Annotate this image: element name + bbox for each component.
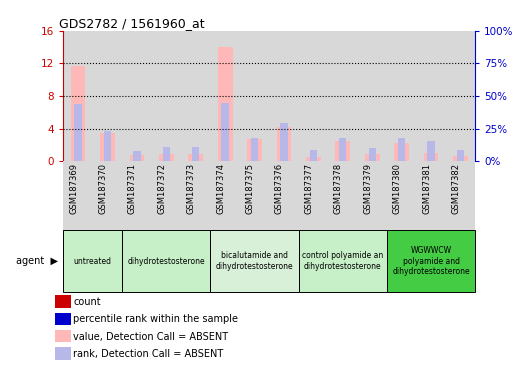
Bar [446,161,475,230]
Bar [122,161,152,230]
Bar [306,157,321,161]
Text: untreated: untreated [74,257,112,266]
Bar [446,31,475,161]
Bar [93,31,122,161]
Bar [129,155,144,161]
Bar [159,154,174,161]
Bar [369,148,376,161]
Bar [269,161,299,230]
Bar [277,127,291,161]
Bar [152,161,181,230]
Bar [357,161,387,230]
Bar [299,161,328,230]
Bar [211,161,240,230]
Bar [387,161,417,230]
Bar [398,138,406,161]
Text: value, Detection Call = ABSENT: value, Detection Call = ABSENT [73,332,229,342]
Text: GDS2782 / 1561960_at: GDS2782 / 1561960_at [59,17,205,30]
Text: GSM187369: GSM187369 [69,163,78,214]
Bar [63,230,122,292]
Bar [100,133,115,161]
Bar [63,161,93,230]
Bar [55,295,71,308]
Bar [218,47,232,161]
Text: bicalutamide and
dihydrotestosterone: bicalutamide and dihydrotestosterone [216,252,294,271]
Text: GSM187371: GSM187371 [128,163,137,214]
Text: WGWWCW
polyamide and
dihydrotestosterone: WGWWCW polyamide and dihydrotestosterone [392,246,470,276]
Bar [55,313,71,325]
Text: control polyamide an
dihydrotestosterone: control polyamide an dihydrotestosterone [302,252,383,271]
Bar [427,141,435,161]
Bar [55,347,71,359]
Bar [299,31,328,161]
Bar [339,137,346,161]
Bar [394,142,409,161]
Bar [240,31,269,161]
Bar [93,161,122,230]
Text: agent  ▶: agent ▶ [16,256,58,266]
Text: count: count [73,297,101,307]
Bar [251,137,258,161]
Text: GSM187381: GSM187381 [422,163,431,214]
Text: GSM187372: GSM187372 [157,163,166,214]
Bar [63,31,93,161]
Text: GSM187373: GSM187373 [187,163,196,214]
Bar [74,104,82,161]
Text: GSM187378: GSM187378 [334,163,343,214]
Text: dihydrotestosterone: dihydrotestosterone [127,257,205,266]
Text: GSM187380: GSM187380 [393,163,402,214]
Text: GSM187382: GSM187382 [451,163,460,214]
Bar [181,161,211,230]
Bar [387,31,417,161]
Bar [417,31,446,161]
Bar [335,141,350,161]
Bar [211,230,299,292]
Bar [417,161,446,230]
Text: GSM187374: GSM187374 [216,163,225,214]
Bar [247,139,262,161]
Bar [122,31,152,161]
Text: percentile rank within the sample: percentile rank within the sample [73,314,239,324]
Bar [192,147,200,161]
Bar [188,154,203,161]
Bar [55,330,71,342]
Bar [269,31,299,161]
Bar [104,131,111,161]
Bar [423,153,438,161]
Bar [181,31,211,161]
Bar [387,230,475,292]
Bar [328,161,357,230]
Bar [280,123,288,161]
Text: GSM187379: GSM187379 [363,163,372,214]
Bar [457,150,464,161]
Text: GSM187376: GSM187376 [275,163,284,214]
Bar [163,147,170,161]
Bar [357,31,387,161]
Bar [365,154,380,161]
Bar [221,103,229,161]
Bar [71,66,86,161]
Text: GSM187375: GSM187375 [246,163,254,214]
Bar [453,156,468,161]
Bar [328,31,357,161]
Bar [310,150,317,161]
Bar [152,31,181,161]
Text: rank, Detection Call = ABSENT: rank, Detection Call = ABSENT [73,349,224,359]
Bar [211,31,240,161]
Bar [122,230,211,292]
Bar [133,151,140,161]
Text: GSM187377: GSM187377 [305,163,314,214]
Text: GSM187370: GSM187370 [99,163,108,214]
Bar [240,161,269,230]
Bar [299,230,387,292]
